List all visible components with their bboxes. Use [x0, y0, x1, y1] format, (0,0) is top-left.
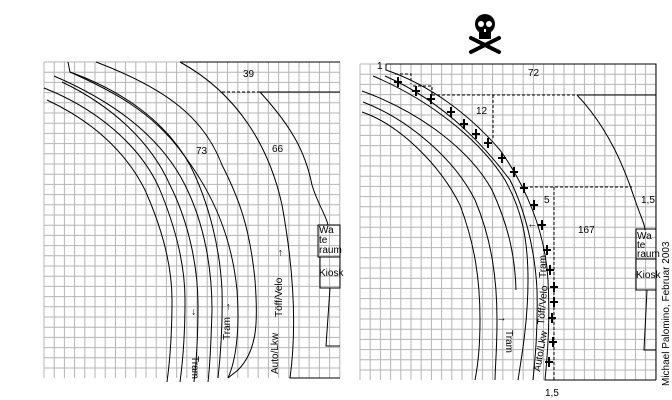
track-cross	[498, 153, 506, 163]
track-cross	[484, 138, 492, 148]
arrow-icon: ↓	[496, 317, 507, 322]
arrow-icon: →	[222, 302, 233, 312]
track-cross	[550, 297, 558, 307]
track-cross	[412, 86, 420, 96]
label-167: 167	[578, 225, 595, 236]
track-cross	[538, 220, 546, 230]
arrow-icon: ↑	[527, 223, 538, 228]
waiting-room-label: raum	[637, 249, 660, 260]
measure-bottom: 1,5	[545, 388, 559, 399]
measure-side: 1,5	[641, 195, 655, 206]
label-39: 39	[243, 69, 255, 80]
waiting-room-label: raum	[319, 245, 342, 256]
track-cross	[549, 337, 557, 347]
lane-bike: Töff/Velo	[536, 285, 550, 326]
label-5: 5	[544, 195, 550, 206]
label-12: 12	[476, 106, 488, 117]
track-cross	[546, 265, 554, 275]
track-cross	[545, 357, 553, 367]
track-cross	[427, 94, 435, 104]
author-credit: Michael Palomino, Februar 2003	[661, 241, 672, 386]
tram-track-crosses	[394, 77, 558, 367]
track-cross	[548, 313, 556, 323]
kiosk-label: Kiosk	[636, 270, 661, 281]
track-cross	[550, 282, 558, 292]
lane-tram-left: Tram	[189, 356, 200, 379]
track-cross	[520, 183, 528, 193]
left-grid	[43, 61, 341, 378]
kiosk-label: Kiosk	[319, 268, 344, 279]
track-cross	[460, 119, 468, 129]
lane-auto: Auto/Lkw	[270, 332, 281, 374]
waiting-room-label: Wa	[637, 231, 652, 242]
label-66: 66	[272, 144, 284, 155]
track-cross	[530, 200, 538, 210]
track-cross	[543, 245, 551, 255]
lane-tram-left: Tram	[503, 330, 514, 353]
track-cross	[447, 107, 455, 117]
waiting-room-label: te	[637, 240, 646, 251]
arrow-icon: →	[274, 248, 285, 258]
lane-tram-right: Tram	[222, 317, 233, 340]
waiting-room-label: te	[319, 235, 328, 246]
right-plan: 1 72 12 5 167 1,5 1,5 Wa te raum Kiosk ↓…	[361, 61, 661, 399]
waiting-room-label: Wa	[319, 225, 334, 236]
arrow-icon: →	[189, 307, 200, 317]
track-cross	[510, 167, 518, 177]
track-cross	[472, 129, 480, 139]
label-1: 1	[377, 61, 383, 72]
lane-bike: Töff/Velo	[274, 277, 285, 317]
skull-and-crossbones-icon	[469, 14, 501, 54]
label-72: 72	[528, 68, 540, 79]
left-plan: 39 73 66 Wa te raum Kiosk Tram → Tram → …	[43, 61, 344, 383]
lane-tram-right: Tram	[538, 255, 549, 278]
label-73: 73	[196, 146, 208, 157]
kiosk-right	[635, 258, 657, 291]
track-cross	[394, 77, 402, 87]
